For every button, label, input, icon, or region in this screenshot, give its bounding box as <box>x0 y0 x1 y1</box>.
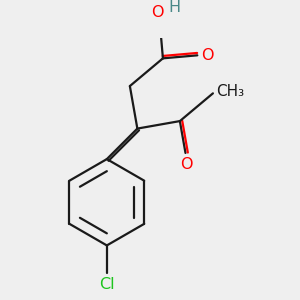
Text: O: O <box>201 48 213 63</box>
Text: CH₃: CH₃ <box>216 84 244 99</box>
Text: H: H <box>169 0 181 15</box>
Text: Cl: Cl <box>99 277 115 292</box>
Text: O: O <box>180 157 193 172</box>
Text: O: O <box>151 5 164 20</box>
